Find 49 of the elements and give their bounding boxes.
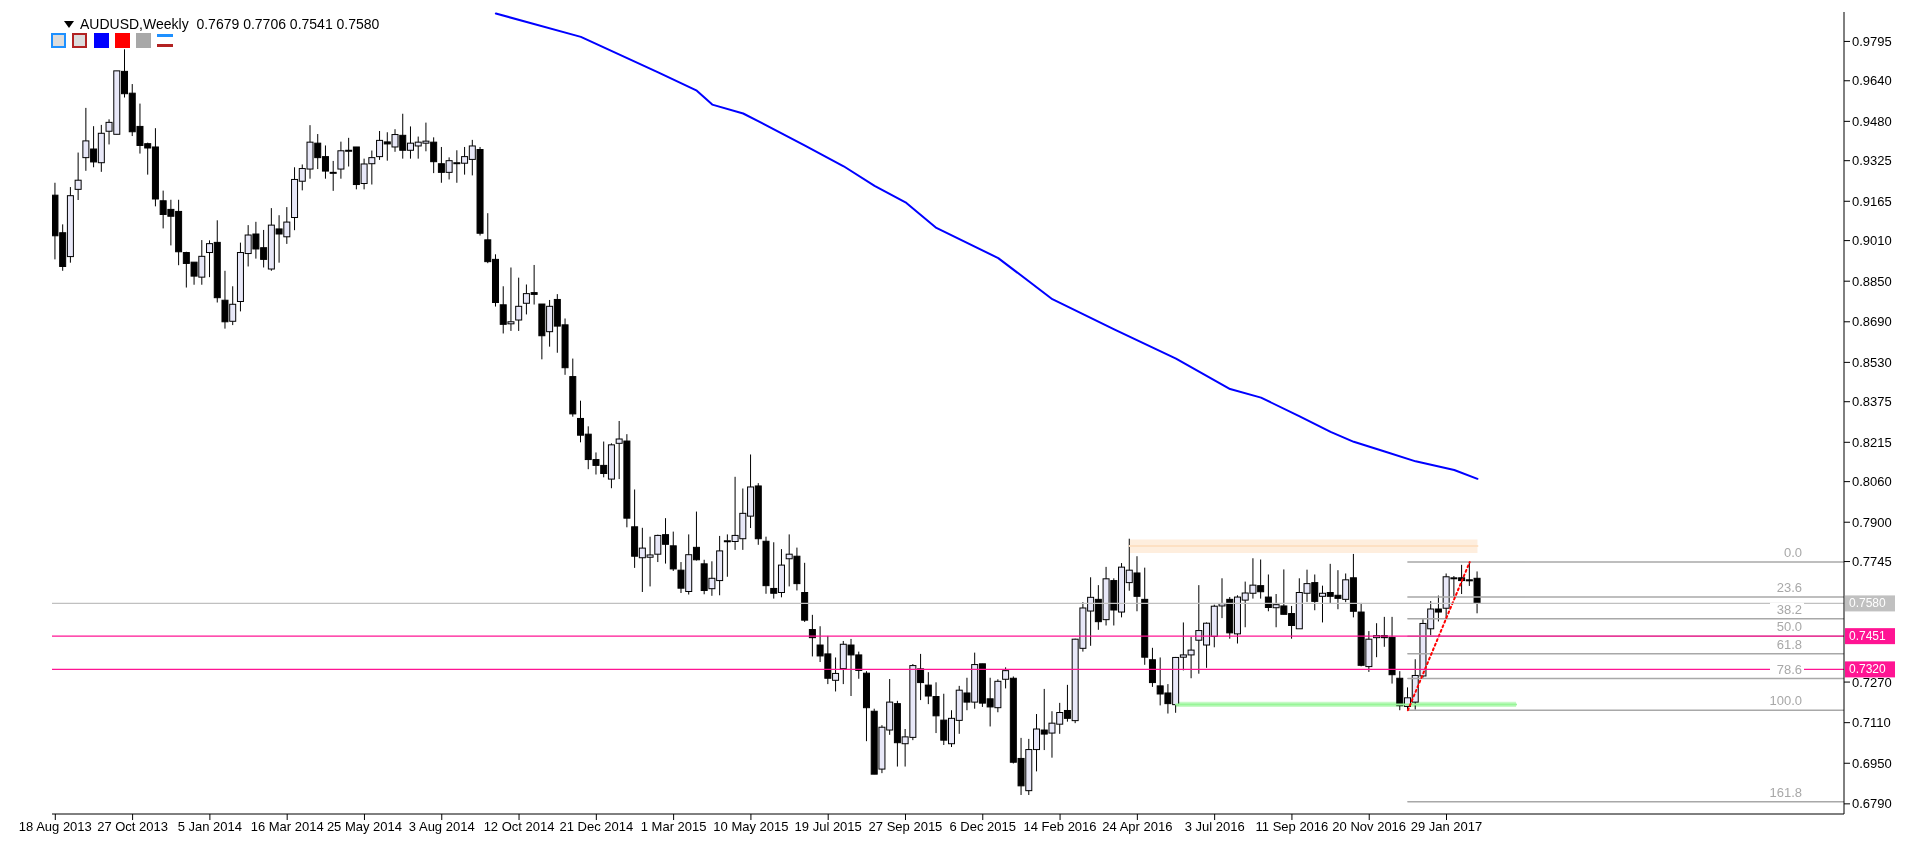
series-label: 100.0 [1769,693,1802,709]
y-tick-label: 0.7900 [1852,514,1892,530]
x-tick-label: 16 Mar 2014 [250,819,324,835]
x-tick-label: 14 Feb 2016 [1023,819,1097,835]
y-tick-label: 0.8215 [1852,434,1892,450]
y-tick-label: 0.9480 [1852,113,1892,129]
y-tick-label: 0.8375 [1852,394,1892,410]
y-tick-label: 0.7745 [1852,554,1892,570]
ref-line-label: 0.7451 [1849,629,1887,644]
y-tick-label: 0.8060 [1852,474,1892,490]
x-tick-label: 27 Sep 2015 [868,819,943,835]
x-tick-label: 21 Dec 2014 [559,819,634,835]
ref-line-label: 0.7580 [1849,596,1887,611]
y-tick-label: 0.9325 [1852,153,1892,169]
x-tick-label: 19 Jul 2015 [794,819,862,835]
chart-title: AUDUSD,Weekly 0.7679 0.7706 0.7541 0.7580 [80,16,380,32]
x-tick-label: 20 Nov 2016 [1332,819,1407,835]
x-tick-label: 6 Dec 2015 [949,819,1017,835]
y-tick-label: 0.6790 [1852,796,1892,812]
series-label: 50.0 [1776,619,1802,635]
x-tick-label: 3 Aug 2014 [408,819,475,835]
series-label: 38.2 [1776,601,1802,617]
x-tick-label: 18 Aug 2013 [18,819,92,835]
x-tick-label: 3 Jul 2016 [1184,819,1245,835]
x-tick-label: 5 Jan 2014 [177,819,243,835]
x-tick-label: 25 May 2014 [326,819,403,835]
y-tick-label: 0.9640 [1852,73,1892,89]
y-tick-label: 0.7110 [1852,715,1891,731]
x-tick-label: 12 Oct 2014 [483,819,555,835]
y-tick-label: 0.9795 [1852,34,1892,50]
y-tick-label: 0.6950 [1852,755,1892,771]
ref-line-label: 0.7320 [1849,662,1887,677]
series-label: 161.8 [1769,784,1802,800]
y-tick-label: 0.8530 [1852,355,1892,370]
series-label: 0.0 [1783,545,1802,561]
y-tick-label: 0.9010 [1852,233,1892,249]
x-tick-label: 24 Apr 2016 [1102,819,1173,835]
y-tick-label: 0.8690 [1852,314,1892,330]
x-tick-label: 10 May 2015 [713,819,789,835]
series-label: 23.6 [1776,580,1802,596]
series-label: 61.8 [1776,636,1802,652]
x-tick-label: 27 Oct 2013 [97,819,169,835]
series-label: 78.6 [1776,661,1802,677]
x-tick-label: 29 Jan 2017 [1410,819,1483,835]
y-tick-label: 0.9165 [1852,193,1892,209]
y-tick-label: 0.8850 [1852,273,1892,289]
x-tick-label: 11 Sep 2016 [1255,819,1329,835]
x-tick-label: 1 Mar 2015 [640,819,707,835]
y-tick-label: 0.7270 [1852,674,1892,690]
